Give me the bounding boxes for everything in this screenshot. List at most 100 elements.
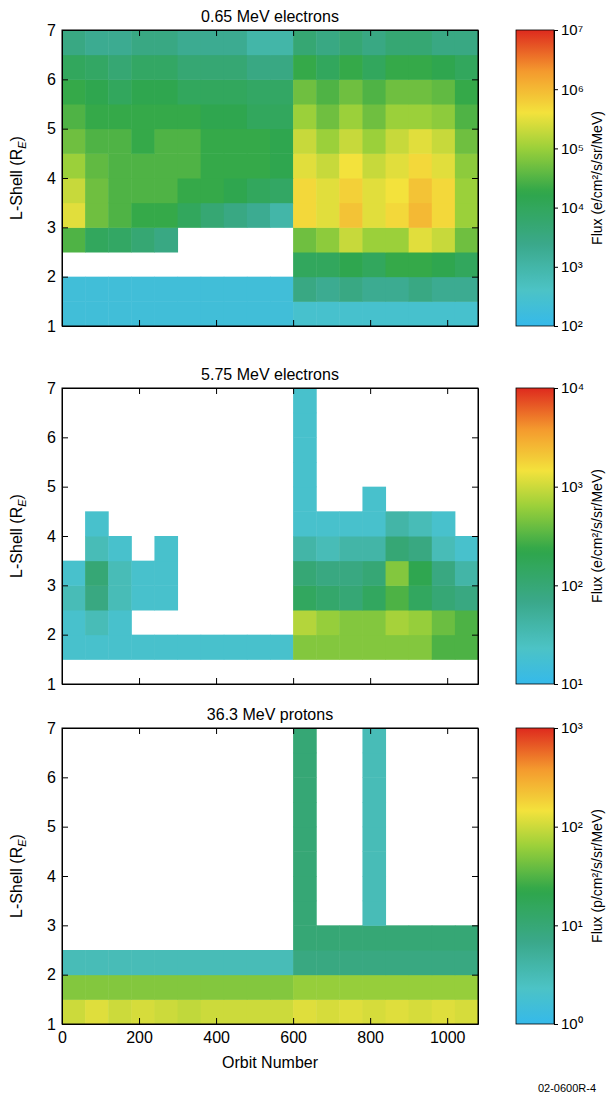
colorbar-axis-tick: 10⁴ — [554, 199, 584, 216]
heatmap-cell — [339, 635, 363, 660]
heatmap-cell — [154, 227, 178, 252]
heatmap-cell — [386, 129, 410, 154]
x-axis-tick: 600 — [280, 1018, 307, 1046]
heatmap-cell — [178, 79, 202, 104]
heatmap-cell — [362, 203, 386, 228]
y-axis-tick-mark — [62, 536, 68, 537]
y-tick-label: 6 — [47, 429, 56, 446]
y-axis-tick: 5 — [47, 478, 68, 495]
heatmap-cell — [409, 227, 433, 252]
heatmap-cell — [154, 635, 178, 660]
x-axis: 02004006008001000 — [58, 1018, 478, 1046]
y-tick-label: 2 — [47, 626, 56, 643]
heatmap-cell — [108, 104, 132, 129]
y-tick-label: 5 — [47, 818, 56, 835]
heatmap-cell — [386, 561, 410, 586]
x-axis-top-tick — [139, 388, 140, 394]
heatmap-cell — [293, 104, 317, 129]
heatmap-cell — [108, 975, 132, 1000]
y-axis-tick: 6 — [47, 429, 68, 446]
heatmap-cell — [409, 301, 433, 326]
heatmap-cell — [247, 129, 271, 154]
heatmap-cell — [247, 203, 271, 228]
heatmap-cell — [339, 104, 363, 129]
x-axis-tick-mark — [216, 678, 217, 684]
y-axis-right-tick — [472, 129, 478, 130]
colorbar-axis: 10¹10²10³10⁴ — [554, 379, 584, 692]
heatmap-cells — [62, 30, 478, 326]
heatmap-cell — [224, 203, 248, 228]
y-axis-tick-mark — [62, 1024, 68, 1025]
x-axis-top-tick — [370, 728, 371, 734]
heatmap-cell — [201, 301, 225, 326]
panel-title: 36.3 MeV protons — [207, 706, 333, 723]
heatmap-cell — [386, 610, 410, 635]
heatmap-cell — [455, 104, 478, 129]
x-axis-top-tick-mark — [370, 30, 371, 36]
heatmap-cell — [85, 950, 109, 975]
colorbar-tick-label: 10³ — [561, 258, 583, 275]
y-axis-tick-mark — [62, 585, 68, 586]
heatmap-cell — [362, 153, 386, 178]
y-axis-tick: 6 — [47, 71, 68, 88]
colorbar-tick-label: 10⁷ — [561, 21, 583, 38]
colorbar — [516, 728, 554, 1024]
colorbar-axis-line — [554, 729, 555, 1025]
y-axis-tick: 2 — [47, 966, 68, 983]
heatmap-cell — [455, 610, 478, 635]
heatmap-cell — [293, 462, 317, 487]
heatmap-cell — [432, 301, 456, 326]
heatmap-cell — [224, 55, 248, 80]
heatmap-cell — [108, 277, 132, 302]
heatmap-cell — [270, 129, 294, 154]
colorbar-tick-label: 10² — [561, 818, 583, 835]
heatmap-cell — [131, 950, 155, 975]
heatmap-cell — [362, 277, 386, 302]
colorbar-tick-label: 10⁴ — [561, 199, 584, 216]
heatmap-cell — [432, 203, 456, 228]
heatmap-cell — [178, 129, 202, 154]
heatmap-cell — [131, 635, 155, 660]
heatmap-cell — [316, 227, 340, 252]
heatmap-cell — [224, 277, 248, 302]
heatmap-cell — [316, 277, 340, 302]
heatmap-cell — [108, 561, 132, 586]
y-axis-right-tick-mark — [472, 876, 478, 877]
colorbar-axis-tick: 10⁴ — [554, 379, 584, 396]
colorbar-axis-tick: 10² — [554, 317, 583, 334]
figure-id: 02-0600R-4 — [538, 1082, 596, 1094]
x-axis-top-tick — [370, 30, 371, 36]
heatmap-cell — [154, 950, 178, 975]
heatmap-cell — [362, 561, 386, 586]
heatmap-cell — [224, 999, 248, 1024]
y-axis-tick-mark — [62, 777, 68, 778]
heatmap-cell — [455, 925, 478, 950]
colorbar-axis: 10²10³10⁴10⁵10⁶10⁷ — [554, 21, 584, 334]
heatmap-cell — [316, 635, 340, 660]
heatmap-cell — [62, 79, 86, 104]
y-axis-right-tick-mark — [472, 487, 478, 488]
heatmap-cell — [316, 950, 340, 975]
x-axis-tick-mark — [447, 1018, 448, 1024]
heatmap-cell — [178, 277, 202, 302]
heatmap-cell — [316, 511, 340, 536]
heatmap-cell — [293, 999, 317, 1024]
heatmap-cell — [247, 30, 271, 55]
heatmap-cell — [362, 777, 386, 802]
heatmap-cell — [432, 55, 456, 80]
heatmap-cell — [455, 178, 478, 203]
heatmap-cell — [293, 178, 317, 203]
heatmap-cell — [432, 950, 456, 975]
y-axis: 1234567 — [47, 22, 68, 335]
y-axis-right-tick-mark — [472, 728, 478, 729]
heatmap-cell — [270, 153, 294, 178]
colorbar-axis-tick-mark — [554, 326, 558, 327]
heatmap-cell — [108, 301, 132, 326]
heatmap-cell — [316, 585, 340, 610]
colorbar-title: Flux (e/cm²/s/sr/MeV) — [589, 469, 605, 603]
heatmap-cell — [432, 178, 456, 203]
heatmap-cell — [339, 30, 363, 55]
x-axis-top-tick — [293, 388, 294, 394]
colorbar-axis: 10⁰10¹10²10³ — [554, 719, 583, 1032]
heatmap-cell — [85, 610, 109, 635]
